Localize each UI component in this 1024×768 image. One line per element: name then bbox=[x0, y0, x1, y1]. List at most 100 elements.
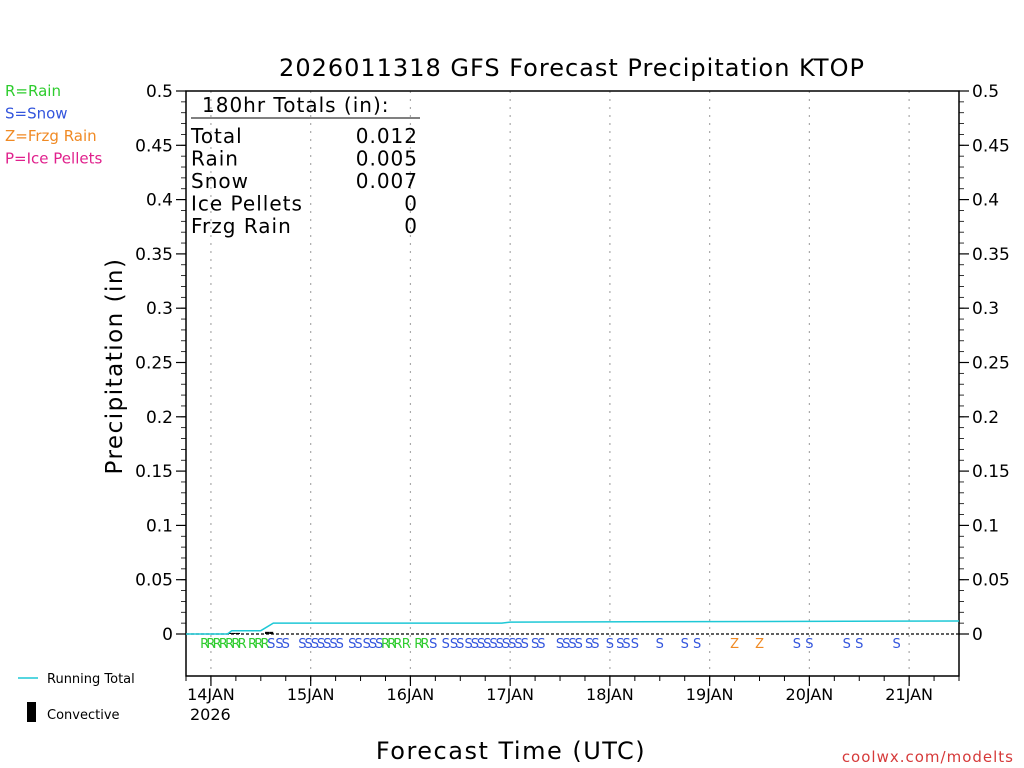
ptype-marker: S bbox=[304, 637, 312, 652]
x-axis-label: Forecast Time (UTC) bbox=[376, 737, 646, 765]
x-tick-label: 17JAN bbox=[486, 685, 534, 704]
ptype-marker: S bbox=[537, 637, 545, 652]
legend-type-item: R=Rain bbox=[5, 82, 61, 100]
y-tick-label-left: 0.1 bbox=[146, 516, 173, 536]
totals-row-label: Frzg Rain bbox=[191, 214, 292, 238]
ptype-marker: S bbox=[471, 637, 479, 652]
ptype-marker: Z bbox=[755, 637, 764, 652]
ptype-marker: S bbox=[575, 637, 583, 652]
ptype-marker: S bbox=[375, 637, 383, 652]
convective-bar bbox=[269, 631, 274, 634]
ptype-marker: S bbox=[336, 637, 344, 652]
y-tick-label-right: 0.2 bbox=[972, 408, 999, 428]
ptype-marker: S bbox=[693, 637, 701, 652]
y-tick-label-right: 0.15 bbox=[972, 462, 1010, 482]
legend-running-total-label: Running Total bbox=[47, 672, 135, 687]
ptype-marker: R bbox=[248, 637, 257, 652]
ptype-marker: S bbox=[298, 637, 306, 652]
ptype-marker: S bbox=[843, 637, 851, 652]
legend-type-item: Z=Frzg Rain bbox=[5, 127, 97, 145]
ptype-marker: S bbox=[568, 637, 576, 652]
totals-row-label: Rain bbox=[191, 147, 239, 171]
ptype-marker: R bbox=[260, 637, 269, 652]
plot-frame bbox=[185, 90, 960, 677]
ptype-marker: S bbox=[631, 637, 639, 652]
ptype-marker: S bbox=[591, 637, 599, 652]
x-tick-label: 19JAN bbox=[686, 685, 734, 704]
y-tick-label-left: 0 bbox=[162, 625, 173, 645]
convective-series bbox=[227, 631, 274, 634]
x-tick-label: 21JAN bbox=[885, 685, 933, 704]
ptype-marker: S bbox=[855, 637, 863, 652]
ptype-marker: S bbox=[429, 637, 437, 652]
ptype-marker: R bbox=[393, 637, 402, 652]
y-tick-label-left: 0.25 bbox=[135, 354, 173, 374]
y-tick-label-right: 0.45 bbox=[972, 136, 1010, 156]
ptype-marker: S bbox=[369, 637, 377, 652]
ptype-marker: Z bbox=[730, 637, 739, 652]
ptype-marker: S bbox=[793, 637, 801, 652]
totals-box: 180hr Totals (in): Total 0.012 Rain 0.005 Sn… bbox=[190, 93, 420, 238]
ptype-marker: S bbox=[442, 637, 450, 652]
ptype-marker: R bbox=[387, 637, 396, 652]
y-tick-label-left: 0.3 bbox=[146, 299, 173, 319]
legend-convective-label: Convective bbox=[47, 708, 120, 723]
x-tick-label: 14JAN bbox=[187, 685, 235, 704]
ptype-marker: S bbox=[464, 637, 472, 652]
precip-type-legend: R=Rain S=Snow Z=Frzg Rain P=Ice Pellets bbox=[5, 82, 102, 168]
chart-title: 2026011318 GFS Forecast Precipitation KT… bbox=[279, 54, 865, 82]
ptype-marker: S bbox=[348, 637, 356, 652]
ptype-marker: S bbox=[502, 637, 510, 652]
ptype-marker: R bbox=[420, 637, 429, 652]
ptype-marker: S bbox=[317, 637, 325, 652]
x-tick-label: 16JAN bbox=[387, 685, 435, 704]
year-label: 2026 bbox=[190, 705, 231, 724]
ptype-marker: S bbox=[311, 637, 319, 652]
ptype-marker: S bbox=[656, 637, 664, 652]
ptype-marker: S bbox=[556, 637, 564, 652]
ptype-marker: S bbox=[267, 637, 275, 652]
y-axis-label: Precipitation (in) bbox=[102, 258, 128, 475]
y-tick-label-right: 0.35 bbox=[972, 245, 1010, 265]
convective-bar bbox=[227, 632, 232, 634]
x-tick-label: 20JAN bbox=[786, 685, 834, 704]
legend-type-item: P=Ice Pellets bbox=[5, 150, 102, 168]
ptype-marker: R bbox=[206, 637, 215, 652]
ptype-marker: R bbox=[381, 637, 390, 652]
ptype-marker: S bbox=[514, 637, 522, 652]
totals-row-label: Snow bbox=[191, 169, 249, 193]
ptype-marker: S bbox=[606, 637, 614, 652]
ptype-marker: S bbox=[456, 637, 464, 652]
ptype-marker: S bbox=[483, 637, 491, 652]
y-tick-label-right: 0.25 bbox=[972, 354, 1010, 374]
y-tick-label-left: 0.2 bbox=[146, 408, 173, 428]
ptype-marker: S bbox=[354, 637, 362, 652]
ptype-marker: R bbox=[238, 637, 247, 652]
ptype-marker: R bbox=[200, 637, 209, 652]
ptype-marker: S bbox=[363, 637, 371, 652]
ptype-marker: R bbox=[213, 637, 222, 652]
y-tick-label-right: 0 bbox=[972, 625, 983, 645]
y-tick-label-left: 0.5 bbox=[146, 82, 173, 102]
ptype-marker: S bbox=[616, 637, 624, 652]
y-tick-label-right: 0.4 bbox=[972, 191, 999, 211]
ptype-marker: S bbox=[496, 637, 504, 652]
ptype-marker: S bbox=[282, 637, 290, 652]
y-tick-label-right: 0.05 bbox=[972, 571, 1010, 591]
y-tick-label-left: 0.45 bbox=[135, 136, 173, 156]
y-tick-label-right: 0.5 bbox=[972, 82, 999, 102]
y-tick-label-left: 0.4 bbox=[146, 191, 173, 211]
ptype-marker: R bbox=[414, 637, 423, 652]
credit-text: coolwx.com/modelts bbox=[842, 748, 1014, 766]
y-axis-ticks: 0 00.05 0.050.1 0.10.15 0.150.2 0.20.25 0.250.… bbox=[135, 82, 1010, 645]
ptype-marker: S bbox=[562, 637, 570, 652]
ptype-marker: S bbox=[323, 637, 331, 652]
ptype-marker: R bbox=[225, 637, 234, 652]
ptype-marker: S bbox=[450, 637, 458, 652]
x-axis-ticks: 14JAN 15JAN 16JAN 17JAN 18JAN 19JAN 20JAN 21JAN bbox=[185, 676, 960, 704]
totals-row-value: 0.012 bbox=[356, 124, 418, 148]
y-tick-label-right: 0.3 bbox=[972, 299, 999, 319]
totals-row-value: 0 bbox=[404, 214, 418, 238]
y-tick-label-left: 0.15 bbox=[135, 462, 173, 482]
